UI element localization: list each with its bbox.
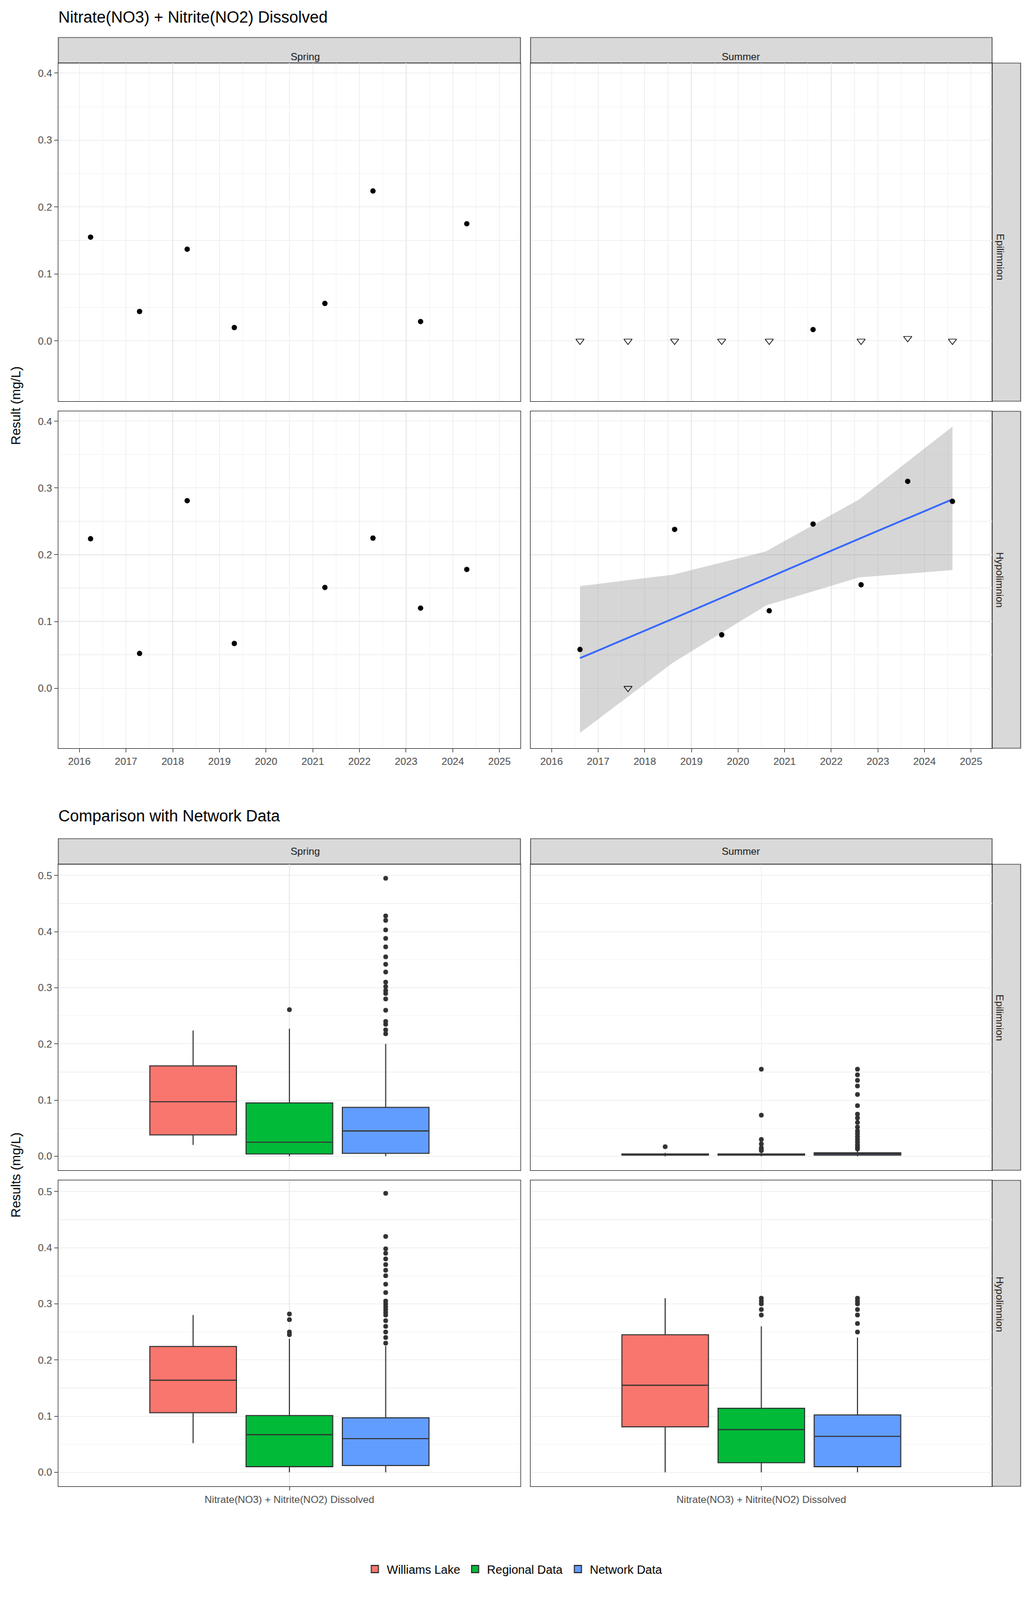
svg-text:Spring: Spring xyxy=(290,51,320,63)
svg-text:2023: 2023 xyxy=(866,756,890,768)
svg-text:0.2: 0.2 xyxy=(38,549,53,561)
svg-text:0.3: 0.3 xyxy=(38,1298,53,1311)
svg-text:0.4: 0.4 xyxy=(38,926,53,938)
svg-text:0.2: 0.2 xyxy=(38,1039,53,1051)
svg-text:2019: 2019 xyxy=(208,756,232,768)
svg-text:Epilimnion: Epilimnion xyxy=(993,995,1006,1042)
svg-text:0.3: 0.3 xyxy=(38,134,53,146)
svg-text:Nitrate(NO3) + Nitrite(NO2) Di: Nitrate(NO3) + Nitrite(NO2) Dissolved xyxy=(58,8,328,27)
svg-text:2018: 2018 xyxy=(633,756,657,768)
svg-text:0.4: 0.4 xyxy=(38,67,53,80)
svg-text:2024: 2024 xyxy=(913,756,937,768)
svg-text:2017: 2017 xyxy=(114,756,138,768)
svg-text:2019: 2019 xyxy=(680,756,703,768)
svg-text:2023: 2023 xyxy=(394,756,418,768)
svg-text:2018: 2018 xyxy=(161,756,185,768)
svg-text:0.0: 0.0 xyxy=(38,683,53,695)
svg-text:0.1: 0.1 xyxy=(38,616,53,628)
svg-text:Williams Lake: Williams Lake xyxy=(387,1563,461,1577)
svg-text:0.1: 0.1 xyxy=(38,1411,53,1423)
svg-text:Hypolimnion: Hypolimnion xyxy=(993,1277,1006,1334)
svg-text:Hypolimnion: Hypolimnion xyxy=(993,552,1006,609)
svg-text:2025: 2025 xyxy=(488,756,511,768)
svg-text:Regional Data: Regional Data xyxy=(487,1563,564,1577)
svg-text:0.5: 0.5 xyxy=(38,1186,53,1199)
svg-text:0.0: 0.0 xyxy=(38,1467,53,1479)
svg-text:2025: 2025 xyxy=(959,756,983,768)
svg-text:0.5: 0.5 xyxy=(38,870,53,882)
svg-text:2020: 2020 xyxy=(254,756,278,768)
svg-text:Summer: Summer xyxy=(721,846,761,858)
svg-text:Summer: Summer xyxy=(721,51,761,63)
svg-text:2021: 2021 xyxy=(301,756,324,768)
svg-text:0.1: 0.1 xyxy=(38,268,53,280)
svg-text:2022: 2022 xyxy=(348,756,371,768)
svg-text:0.0: 0.0 xyxy=(38,1151,53,1163)
svg-text:2016: 2016 xyxy=(540,756,563,768)
svg-text:2016: 2016 xyxy=(67,756,91,768)
svg-text:2024: 2024 xyxy=(441,756,464,768)
svg-text:Spring: Spring xyxy=(290,846,320,858)
svg-text:0.2: 0.2 xyxy=(38,1355,53,1367)
svg-text:0.0: 0.0 xyxy=(38,335,53,348)
svg-text:Comparison with Network Data: Comparison with Network Data xyxy=(58,807,281,826)
svg-text:2017: 2017 xyxy=(587,756,610,768)
svg-text:Epilimnion: Epilimnion xyxy=(994,234,1006,281)
svg-text:Network Data: Network Data xyxy=(589,1563,663,1577)
svg-text:0.4: 0.4 xyxy=(38,416,53,428)
svg-text:0.1: 0.1 xyxy=(38,1095,53,1107)
svg-text:0.3: 0.3 xyxy=(38,482,53,495)
svg-text:Results (mg/L): Results (mg/L) xyxy=(8,1132,24,1218)
svg-text:Nitrate(NO3) + Nitrite(NO2) Di: Nitrate(NO3) + Nitrite(NO2) Dissolved xyxy=(204,1494,375,1506)
svg-text:Result (mg/L): Result (mg/L) xyxy=(8,366,24,445)
svg-text:Nitrate(NO3) + Nitrite(NO2) Di: Nitrate(NO3) + Nitrite(NO2) Dissolved xyxy=(676,1494,847,1506)
svg-text:2022: 2022 xyxy=(819,756,843,768)
svg-text:0.3: 0.3 xyxy=(38,982,53,994)
svg-text:0.4: 0.4 xyxy=(38,1242,53,1255)
svg-text:2021: 2021 xyxy=(773,756,797,768)
svg-text:2020: 2020 xyxy=(726,756,750,768)
svg-text:0.2: 0.2 xyxy=(38,201,53,214)
